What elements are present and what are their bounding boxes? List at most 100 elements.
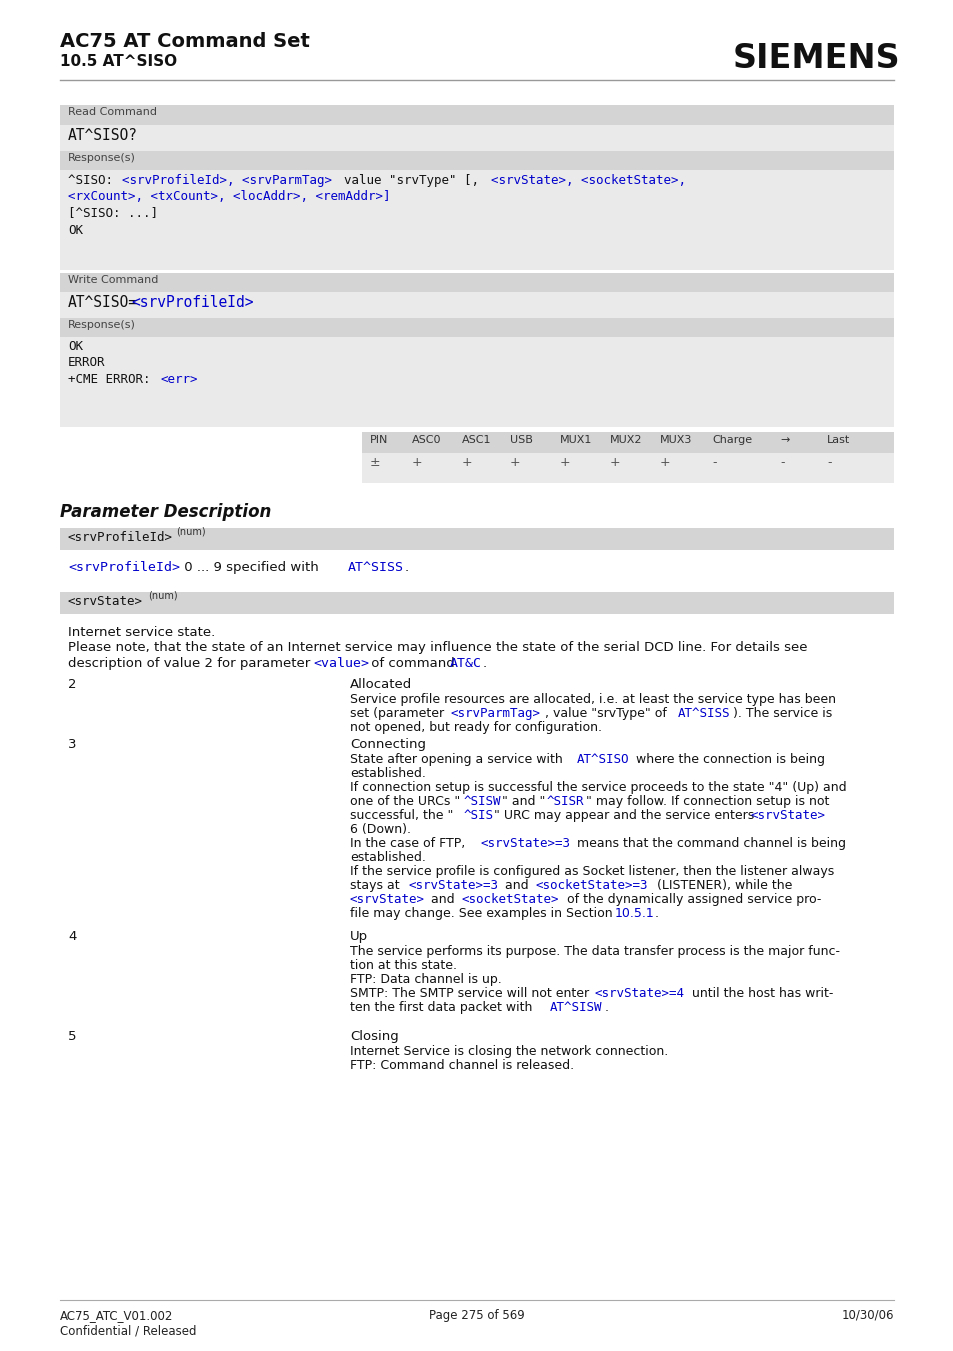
Text: ). The service is: ). The service is bbox=[732, 707, 831, 720]
Text: 5: 5 bbox=[68, 1029, 76, 1043]
Text: FTP: Command channel is released.: FTP: Command channel is released. bbox=[350, 1059, 574, 1071]
Text: OK: OK bbox=[68, 340, 83, 353]
Text: AT^SISO: AT^SISO bbox=[577, 753, 629, 766]
Text: ±: ± bbox=[370, 457, 380, 469]
Text: ^SISO:: ^SISO: bbox=[68, 174, 120, 186]
Text: SMTP: The SMTP service will not enter: SMTP: The SMTP service will not enter bbox=[350, 988, 593, 1000]
Text: ASC1: ASC1 bbox=[461, 435, 491, 444]
Text: of the dynamically assigned service pro-: of the dynamically assigned service pro- bbox=[562, 893, 821, 907]
Text: <srvState>=3: <srvState>=3 bbox=[480, 838, 571, 850]
Text: <srvParmTag>: <srvParmTag> bbox=[451, 707, 540, 720]
Text: <srvState>: <srvState> bbox=[68, 594, 143, 608]
Text: 10/30/06: 10/30/06 bbox=[841, 1309, 893, 1323]
Text: -: - bbox=[780, 457, 783, 469]
Text: 6 (Down).: 6 (Down). bbox=[350, 823, 411, 836]
Text: <srvProfileId>, <srvParmTag>: <srvProfileId>, <srvParmTag> bbox=[122, 174, 332, 186]
Bar bbox=[60, 528, 893, 550]
Text: .: . bbox=[655, 907, 659, 920]
Text: Connecting: Connecting bbox=[350, 738, 426, 751]
Text: , value "srvType" of: , value "srvType" of bbox=[544, 707, 670, 720]
Text: .: . bbox=[604, 1001, 608, 1015]
Text: " and ": " and " bbox=[501, 794, 545, 808]
Bar bbox=[60, 126, 893, 151]
Text: +: + bbox=[510, 457, 520, 469]
Text: <srvProfileId>: <srvProfileId> bbox=[68, 561, 180, 574]
Text: AT^SISS: AT^SISS bbox=[348, 561, 403, 574]
Text: <srvState>=3: <srvState>=3 bbox=[409, 880, 498, 892]
Text: .: . bbox=[405, 561, 409, 574]
Text: ^SISW: ^SISW bbox=[463, 794, 501, 808]
Text: Charge: Charge bbox=[711, 435, 751, 444]
Text: where the connection is being: where the connection is being bbox=[631, 753, 824, 766]
Text: <value>: <value> bbox=[313, 657, 369, 670]
Text: Internet Service is closing the network connection.: Internet Service is closing the network … bbox=[350, 1046, 667, 1058]
Text: established.: established. bbox=[350, 851, 425, 865]
Text: <srvState>, <socketState>,: <srvState>, <socketState>, bbox=[491, 174, 685, 186]
Text: MUX2: MUX2 bbox=[609, 435, 641, 444]
Text: Response(s): Response(s) bbox=[68, 320, 135, 330]
Text: Up: Up bbox=[350, 929, 368, 943]
Text: [^SISO: ...]: [^SISO: ...] bbox=[68, 205, 158, 219]
Text: AT^SISO?: AT^SISO? bbox=[68, 128, 138, 143]
Text: (num): (num) bbox=[148, 590, 177, 601]
Text: AT^SISS: AT^SISS bbox=[678, 707, 730, 720]
Text: OK: OK bbox=[68, 224, 83, 236]
Text: set (parameter: set (parameter bbox=[350, 707, 448, 720]
Text: Internet service state.: Internet service state. bbox=[68, 626, 215, 639]
Text: " URC may appear and the service enters: " URC may appear and the service enters bbox=[494, 809, 758, 821]
Text: +: + bbox=[609, 457, 620, 469]
Text: MUX1: MUX1 bbox=[559, 435, 592, 444]
Text: The service performs its purpose. The data transfer process is the major func-: The service performs its purpose. The da… bbox=[350, 944, 840, 958]
Text: MUX3: MUX3 bbox=[659, 435, 692, 444]
Text: PIN: PIN bbox=[370, 435, 388, 444]
Text: State after opening a service with: State after opening a service with bbox=[350, 753, 566, 766]
Text: 3: 3 bbox=[68, 738, 76, 751]
Bar bbox=[60, 336, 893, 427]
Bar bbox=[60, 273, 893, 292]
Text: .: . bbox=[482, 657, 487, 670]
Text: +: + bbox=[659, 457, 670, 469]
Text: 2: 2 bbox=[68, 678, 76, 690]
Text: <srvState>: <srvState> bbox=[350, 893, 424, 907]
Text: AC75 AT Command Set: AC75 AT Command Set bbox=[60, 32, 310, 51]
Text: +: + bbox=[559, 457, 570, 469]
Text: value "srvType" [,: value "srvType" [, bbox=[344, 174, 486, 186]
Text: one of the URCs ": one of the URCs " bbox=[350, 794, 459, 808]
Text: FTP: Data channel is up.: FTP: Data channel is up. bbox=[350, 973, 501, 986]
Text: 10.5.1: 10.5.1 bbox=[615, 907, 654, 920]
Text: <socketState>=3: <socketState>=3 bbox=[536, 880, 648, 892]
Text: Allocated: Allocated bbox=[350, 678, 412, 690]
Bar bbox=[60, 170, 893, 270]
Bar bbox=[60, 592, 893, 613]
Text: ^SISR: ^SISR bbox=[546, 794, 584, 808]
Text: successful, the ": successful, the " bbox=[350, 809, 453, 821]
Text: SIEMENS: SIEMENS bbox=[732, 42, 899, 76]
Text: tion at this state.: tion at this state. bbox=[350, 959, 456, 971]
Bar bbox=[60, 105, 893, 126]
Text: ten the first data packet with: ten the first data packet with bbox=[350, 1001, 536, 1015]
Text: and: and bbox=[427, 893, 458, 907]
Bar bbox=[361, 453, 893, 484]
Bar bbox=[60, 292, 893, 317]
Text: →: → bbox=[780, 435, 788, 444]
Text: <socketState>: <socketState> bbox=[461, 893, 558, 907]
Text: -: - bbox=[711, 457, 716, 469]
Text: Read Command: Read Command bbox=[68, 107, 157, 118]
Text: Confidential / Released: Confidential / Released bbox=[60, 1325, 196, 1337]
Text: <srvState>=4: <srvState>=4 bbox=[595, 988, 684, 1000]
Text: file may change. See examples in Section: file may change. See examples in Section bbox=[350, 907, 616, 920]
Text: " may follow. If connection setup is not: " may follow. If connection setup is not bbox=[585, 794, 828, 808]
Text: Parameter Description: Parameter Description bbox=[60, 503, 271, 521]
Text: <srvProfileId>: <srvProfileId> bbox=[131, 295, 253, 309]
Text: AT^SISO=: AT^SISO= bbox=[68, 295, 138, 309]
Text: of command: of command bbox=[367, 657, 458, 670]
Text: <rxCount>, <txCount>, <locAddr>, <remAddr>]: <rxCount>, <txCount>, <locAddr>, <remAdd… bbox=[68, 190, 390, 203]
Text: ERROR: ERROR bbox=[68, 357, 106, 369]
Text: 4: 4 bbox=[68, 929, 76, 943]
Text: ^SIS: ^SIS bbox=[463, 809, 494, 821]
Text: Closing: Closing bbox=[350, 1029, 398, 1043]
Text: In the case of FTP,: In the case of FTP, bbox=[350, 838, 469, 850]
Text: ASC0: ASC0 bbox=[412, 435, 441, 444]
Text: means that the command channel is being: means that the command channel is being bbox=[573, 838, 845, 850]
Text: description of value 2 for parameter: description of value 2 for parameter bbox=[68, 657, 314, 670]
